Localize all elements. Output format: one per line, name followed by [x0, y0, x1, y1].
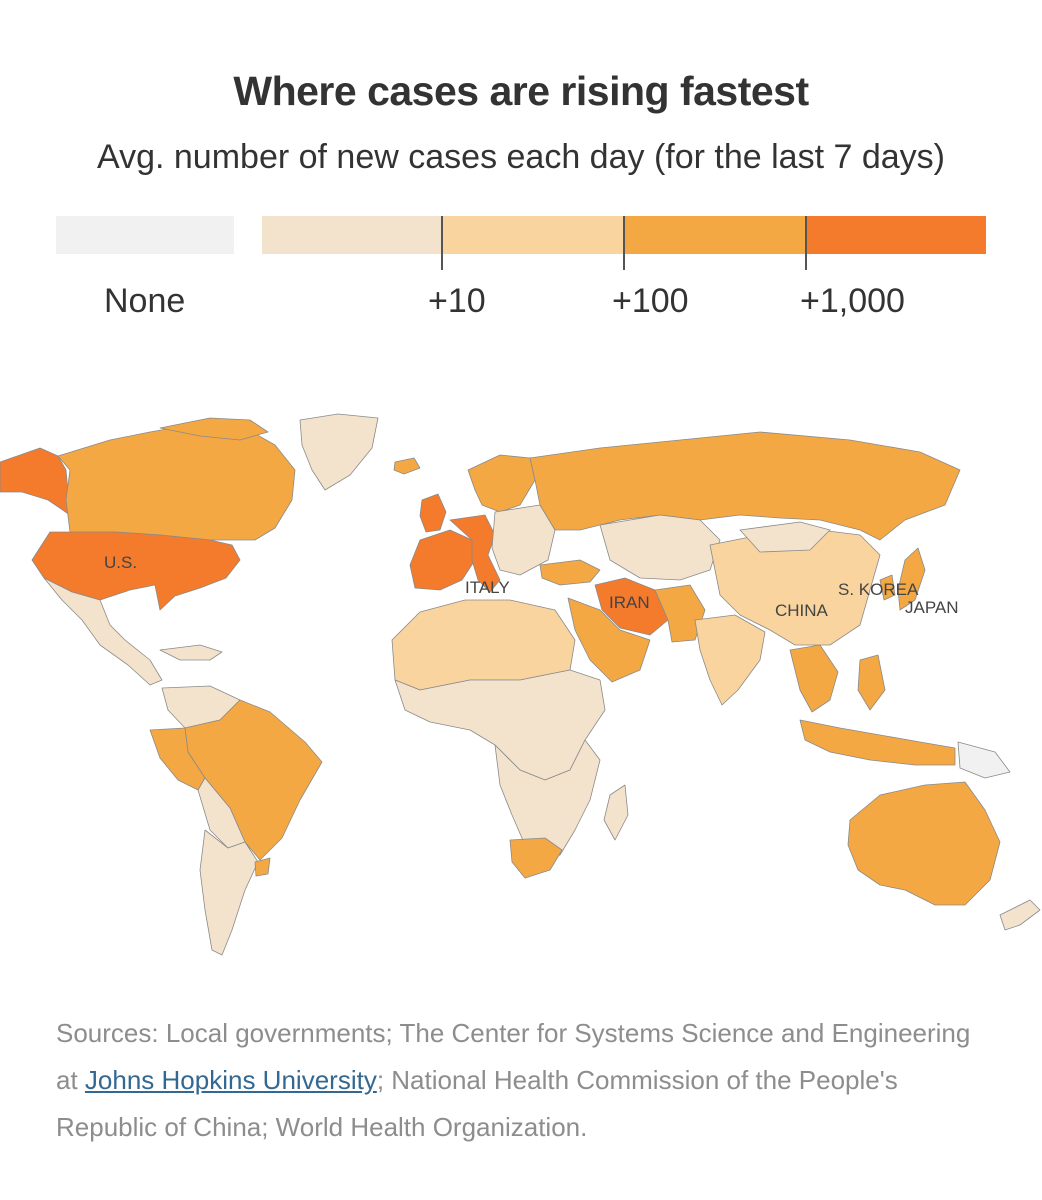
south-africa	[509, 837, 563, 879]
world-map: U.S. ITALY IRAN CHINA S. KOREA JAPAN	[0, 413, 1041, 956]
arctic-islands	[159, 417, 269, 441]
pakistan	[654, 584, 706, 643]
label-skorea: S. KOREA	[838, 580, 919, 599]
india	[694, 614, 766, 706]
legend-label-100: +100	[612, 282, 689, 320]
central-asia	[599, 514, 721, 581]
caribbean	[159, 644, 223, 661]
map-subtitle: Avg. number of new cases each day (for t…	[97, 138, 945, 176]
label-us: U.S.	[104, 553, 137, 572]
east-southern-africa	[494, 739, 601, 861]
france-spain	[409, 529, 476, 591]
label-japan: JAPAN	[905, 598, 959, 617]
map-title: Where cases are rising fastest	[233, 68, 809, 114]
label-china: CHINA	[775, 601, 829, 620]
sources-note: Sources: Local governments; The Center f…	[56, 1010, 986, 1151]
mexico	[43, 577, 163, 686]
legend-swatch-bin2	[442, 216, 624, 254]
russia	[529, 431, 961, 541]
uruguay	[254, 857, 271, 877]
indonesia	[799, 719, 956, 766]
australia	[847, 781, 1001, 906]
scandinavia	[467, 454, 536, 513]
mongolia	[739, 521, 831, 553]
legend-tick-100	[623, 216, 625, 270]
japan	[897, 547, 926, 611]
southeast-asia	[789, 644, 839, 713]
iceland	[393, 457, 421, 475]
turkey	[539, 559, 601, 586]
jhu-link[interactable]: Johns Hopkins University	[84, 1065, 377, 1095]
legend-label-none: None	[104, 282, 186, 320]
legend-label-10: +10	[428, 282, 486, 320]
madagascar	[603, 784, 629, 841]
legend-swatch-none	[56, 216, 234, 254]
legend-swatch-bin3	[624, 216, 806, 254]
iran	[594, 577, 669, 636]
new-zealand	[999, 899, 1041, 931]
label-italy: ITALY	[465, 578, 510, 597]
legend-label-1000: +1,000	[800, 282, 905, 320]
legend-swatch-bin4	[806, 216, 986, 254]
sources-prefix: Sources: Local governments; The Center f…	[56, 1018, 971, 1095]
legend-tick-10	[441, 216, 443, 270]
arabian-peninsula	[567, 597, 651, 683]
south-korea	[879, 574, 896, 601]
legend-swatch-bin1	[262, 216, 442, 254]
greenland	[299, 413, 379, 491]
argentina	[199, 829, 259, 956]
germany-italy	[449, 514, 501, 593]
canada	[57, 423, 296, 541]
papua	[957, 741, 1011, 779]
legend-tick-1000	[805, 216, 807, 270]
uk-ireland	[419, 493, 447, 533]
philippines	[857, 654, 886, 711]
sources-suffix: ; National Health Commission of the Peop…	[56, 1065, 898, 1142]
label-iran: IRAN	[609, 593, 650, 612]
